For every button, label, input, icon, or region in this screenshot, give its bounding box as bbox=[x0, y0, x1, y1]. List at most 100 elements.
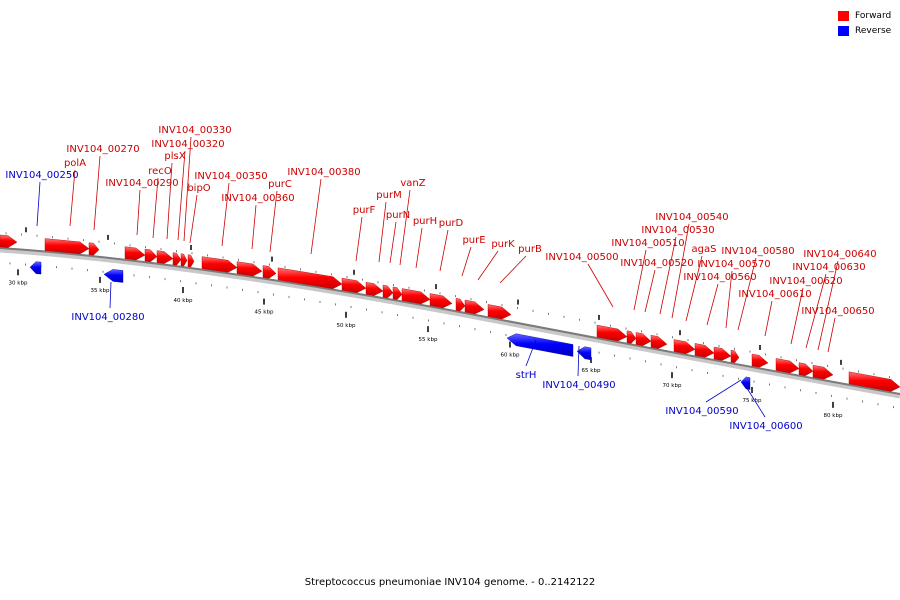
forward-gene-label: INV104_00380 bbox=[287, 167, 360, 178]
forward-gene-label: plsX bbox=[164, 151, 185, 162]
forward-gene bbox=[180, 253, 188, 267]
forward-gene-label: polA bbox=[64, 158, 86, 169]
reverse-gene bbox=[576, 346, 592, 361]
forward-gene-leader bbox=[399, 189, 411, 266]
forward-gene bbox=[812, 364, 834, 380]
forward-gene-label: INV104_00510 bbox=[611, 238, 684, 249]
forward-gene bbox=[156, 250, 174, 264]
backbone bbox=[0, 247, 900, 395]
forward-gene-leader bbox=[706, 283, 719, 326]
forward-gene-label: INV104_00630 bbox=[792, 262, 865, 273]
forward-gene-leader bbox=[189, 194, 198, 244]
reverse-gene-leader bbox=[525, 339, 537, 367]
tick-label: 40 kbp bbox=[174, 298, 193, 304]
tick-label: 70 kbp bbox=[663, 383, 682, 389]
forward-gene-label: INV104_00290 bbox=[105, 178, 178, 189]
tick-marks: 30 kbp 35 kbp 40 kbp 45 kbp 50 kbp 55 kbp 60 k… bbox=[5, 227, 894, 419]
forward-gene-leader bbox=[764, 300, 773, 337]
forward-gene bbox=[187, 254, 195, 268]
legend-item-forward: Forward bbox=[838, 8, 891, 23]
forward-gene bbox=[650, 334, 668, 349]
forward-gene bbox=[201, 256, 238, 273]
forward-gene bbox=[401, 288, 431, 305]
forward-gene-label: INV104_00530 bbox=[641, 225, 714, 236]
tick-label: 65 kbp bbox=[582, 368, 601, 374]
reverse-gene bbox=[740, 376, 751, 390]
forward-gene bbox=[730, 349, 740, 364]
reverse-gene-leader bbox=[36, 181, 41, 227]
forward-gene-label: recO bbox=[148, 166, 172, 177]
tick-label: 50 kbp bbox=[337, 323, 356, 329]
forward-gene-label: INV104_00330 bbox=[158, 125, 231, 136]
forward-gene-leader bbox=[93, 155, 101, 231]
forward-gene-label: bipO bbox=[187, 183, 210, 194]
forward-gene-leader bbox=[477, 250, 499, 281]
forward-gene bbox=[172, 252, 182, 266]
reverse-gene bbox=[103, 269, 124, 283]
forward-gene-label: INV104_00610 bbox=[738, 289, 811, 300]
reverse-gene-label: INV104_00250 bbox=[5, 170, 78, 181]
forward-gene-leader bbox=[827, 317, 836, 353]
forward-gene-leader bbox=[461, 246, 472, 277]
legend-swatch-forward bbox=[838, 10, 849, 21]
forward-gene-leader bbox=[737, 257, 757, 331]
forward-gene-label: INV104_00560 bbox=[683, 272, 756, 283]
forward-gene bbox=[694, 343, 715, 358]
forward-gene bbox=[798, 362, 814, 377]
forward-gene bbox=[455, 298, 466, 312]
forward-gene bbox=[236, 261, 263, 277]
forward-gene-label: purM bbox=[376, 190, 401, 201]
tick-label: 35 kbp bbox=[91, 288, 110, 294]
forward-gene bbox=[751, 353, 769, 368]
forward-gene-leader bbox=[221, 182, 230, 247]
forward-gene-leader bbox=[166, 162, 173, 240]
forward-gene bbox=[487, 304, 512, 320]
forward-gene-label: INV104_00640 bbox=[803, 249, 876, 260]
reverse-gene-label: strH bbox=[516, 370, 537, 381]
forward-gene-leader bbox=[251, 204, 257, 250]
forward-gene-leader bbox=[805, 273, 827, 349]
forward-gene-leader bbox=[817, 260, 839, 351]
legend-label-reverse: Reverse bbox=[855, 25, 892, 36]
forward-gene bbox=[262, 265, 277, 279]
forward-gene-label: purD bbox=[439, 218, 464, 229]
forward-gene-leader bbox=[439, 229, 449, 272]
forward-gene-label: INV104_00570 bbox=[697, 259, 770, 270]
gene-features bbox=[0, 234, 900, 392]
reverse-gene-leader bbox=[577, 345, 580, 377]
forward-gene-leader bbox=[355, 216, 363, 262]
forward-gene-leader bbox=[378, 201, 387, 263]
forward-gene-leader bbox=[633, 249, 647, 311]
forward-gene-label: purC bbox=[268, 179, 292, 190]
forward-gene-leader bbox=[69, 169, 76, 227]
forward-gene bbox=[88, 242, 100, 256]
forward-gene-label: purF bbox=[353, 205, 376, 216]
forward-gene-leader bbox=[269, 190, 278, 253]
forward-gene bbox=[382, 284, 394, 299]
tick-label: 60 kbp bbox=[501, 353, 520, 359]
forward-gene bbox=[673, 339, 696, 355]
reverse-gene bbox=[506, 333, 574, 357]
forward-gene-leader bbox=[499, 255, 527, 284]
legend-item-reverse: Reverse bbox=[838, 23, 891, 38]
legend: Forward Reverse bbox=[838, 8, 891, 38]
forward-gene bbox=[635, 332, 652, 346]
forward-gene bbox=[124, 246, 146, 261]
reverse-gene-label: INV104_00280 bbox=[71, 312, 144, 323]
forward-gene bbox=[775, 358, 800, 374]
tick-label: 80 kbp bbox=[824, 413, 843, 419]
forward-gene-label: INV104_00320 bbox=[151, 139, 224, 150]
reverse-gene-label: INV104_00490 bbox=[542, 380, 615, 391]
forward-gene bbox=[429, 293, 453, 309]
forward-gene-label: purB bbox=[518, 244, 542, 255]
forward-gene-label: INV104_00360 bbox=[221, 193, 294, 204]
forward-gene bbox=[144, 248, 158, 263]
forward-gene-leader bbox=[725, 270, 733, 329]
forward-gene bbox=[44, 238, 90, 255]
reverse-gene-label: INV104_00600 bbox=[729, 421, 802, 432]
forward-gene-label: purH bbox=[413, 216, 437, 227]
forward-gene-leader bbox=[644, 269, 656, 313]
forward-gene bbox=[277, 267, 343, 289]
forward-gene-leader bbox=[685, 255, 703, 322]
